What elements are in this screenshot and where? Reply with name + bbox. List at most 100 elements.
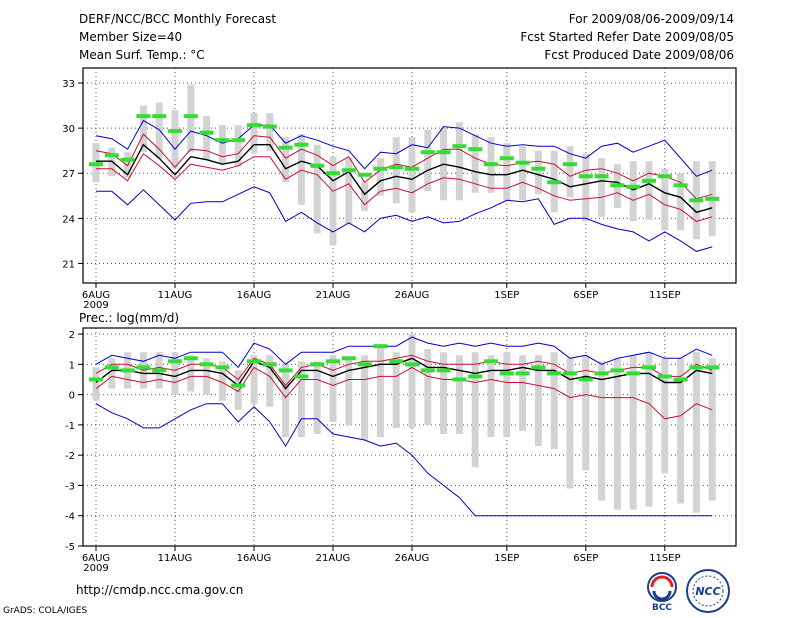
range-bar (645, 352, 653, 507)
observed-marker (610, 368, 625, 373)
observed-marker (231, 138, 246, 143)
observed-marker (531, 365, 546, 370)
observed-marker (642, 365, 656, 370)
observed-marker (199, 362, 214, 367)
observed-marker (515, 160, 530, 165)
y-tick-label: 1 (69, 360, 75, 371)
x-tick-label: 6SEP (573, 553, 598, 564)
y-tick-label: 30 (62, 124, 75, 135)
x-tick-label: 6AUG (82, 290, 110, 301)
observed-marker (420, 368, 435, 373)
observed-marker (294, 142, 309, 147)
plot-frame (82, 67, 737, 284)
range-bar (187, 355, 195, 392)
series-line-max (95, 119, 713, 177)
observed-marker (278, 145, 293, 150)
x-tick-label: 11AUG (158, 290, 193, 301)
range-bar (266, 113, 274, 151)
observed-marker (673, 377, 688, 382)
observed-marker (247, 123, 261, 128)
y-tick-label: 2 (69, 330, 75, 341)
observed-marker (547, 371, 562, 376)
observed-marker (326, 359, 340, 364)
range-bar (471, 352, 479, 468)
y-tick-label: 0 (69, 391, 75, 402)
range-bar (598, 361, 606, 501)
x-tick-label: 6SEP (573, 290, 598, 301)
ncc-logo-text: NCC (695, 585, 720, 598)
observed-marker (563, 371, 577, 376)
observed-marker (215, 365, 230, 370)
observed-marker (152, 368, 167, 373)
x-tick-label: 21AUG (316, 553, 351, 564)
observed-marker (705, 196, 720, 201)
observed-marker (657, 174, 672, 179)
range-bar (266, 355, 274, 407)
observed-marker (452, 144, 467, 149)
series-line-spread-lower (95, 366, 713, 420)
observed-marker (594, 174, 609, 179)
x-tick-label: 16AUG (237, 553, 272, 564)
y-tick-label: 27 (62, 169, 75, 180)
observed-marker (341, 168, 356, 173)
range-bar (218, 125, 226, 165)
range-bar (313, 144, 321, 234)
range-bar (708, 358, 716, 501)
range-bar (408, 334, 416, 428)
observed-marker (578, 377, 593, 382)
precip-label: Prec.: log(mm/d) (79, 311, 180, 325)
range-bar (203, 116, 211, 160)
variable-label: Mean Surf. Temp.: °C (79, 48, 205, 62)
range-bar (503, 143, 511, 201)
observed-marker (278, 368, 293, 373)
series-line-max (95, 336, 713, 369)
observed-marker (389, 165, 404, 170)
observed-marker (183, 114, 198, 119)
range-bar (392, 352, 400, 428)
range-bar (92, 367, 100, 401)
range-bar (487, 355, 495, 437)
range-bar (376, 158, 384, 196)
chart-title: DERF/NCC/BCC Monthly Forecast (79, 12, 277, 26)
observed-marker (405, 362, 419, 367)
y-tick-label: 21 (62, 259, 75, 270)
observed-marker (357, 362, 372, 367)
observed-marker (405, 166, 419, 171)
x-tick-year: 2009 (83, 563, 108, 574)
range-bar (503, 352, 511, 437)
forecast-produced: Fcst Produced Date 2009/08/06 (544, 48, 734, 62)
range-bar (329, 156, 337, 246)
observed-marker (689, 365, 704, 370)
observed-marker (152, 114, 167, 119)
observed-marker (547, 180, 562, 185)
range-bar (598, 158, 606, 217)
range-bar (566, 146, 574, 198)
range-bar (345, 158, 353, 225)
range-bar (108, 358, 116, 389)
observed-marker (89, 377, 103, 382)
range-bar (629, 355, 637, 510)
observed-marker (104, 365, 119, 370)
observed-marker (436, 368, 451, 373)
footer-url[interactable]: http://cmdp.ncc.cma.gov.cn (76, 583, 244, 597)
range-bar (692, 352, 700, 513)
observed-marker (373, 166, 388, 171)
range-bar (361, 182, 369, 211)
y-tick-label: 33 (62, 79, 75, 90)
observed-marker (515, 371, 530, 376)
observed-marker (136, 365, 151, 370)
range-bar (519, 146, 527, 201)
series-line-spread-lower (96, 152, 713, 222)
observed-marker (168, 129, 182, 134)
y-tick-label: -5 (65, 542, 75, 553)
range-bar (534, 355, 542, 447)
observed-marker (326, 171, 340, 176)
range-bar (171, 352, 179, 395)
x-tick-label: 11AUG (158, 553, 193, 564)
range-bar (566, 358, 574, 489)
range-bar (677, 173, 685, 231)
x-tick-label: 26AUG (395, 290, 430, 301)
grads-credit: GrADS: COLA/IGES (3, 606, 88, 616)
range-bar (313, 361, 321, 434)
range-bar (455, 355, 463, 434)
